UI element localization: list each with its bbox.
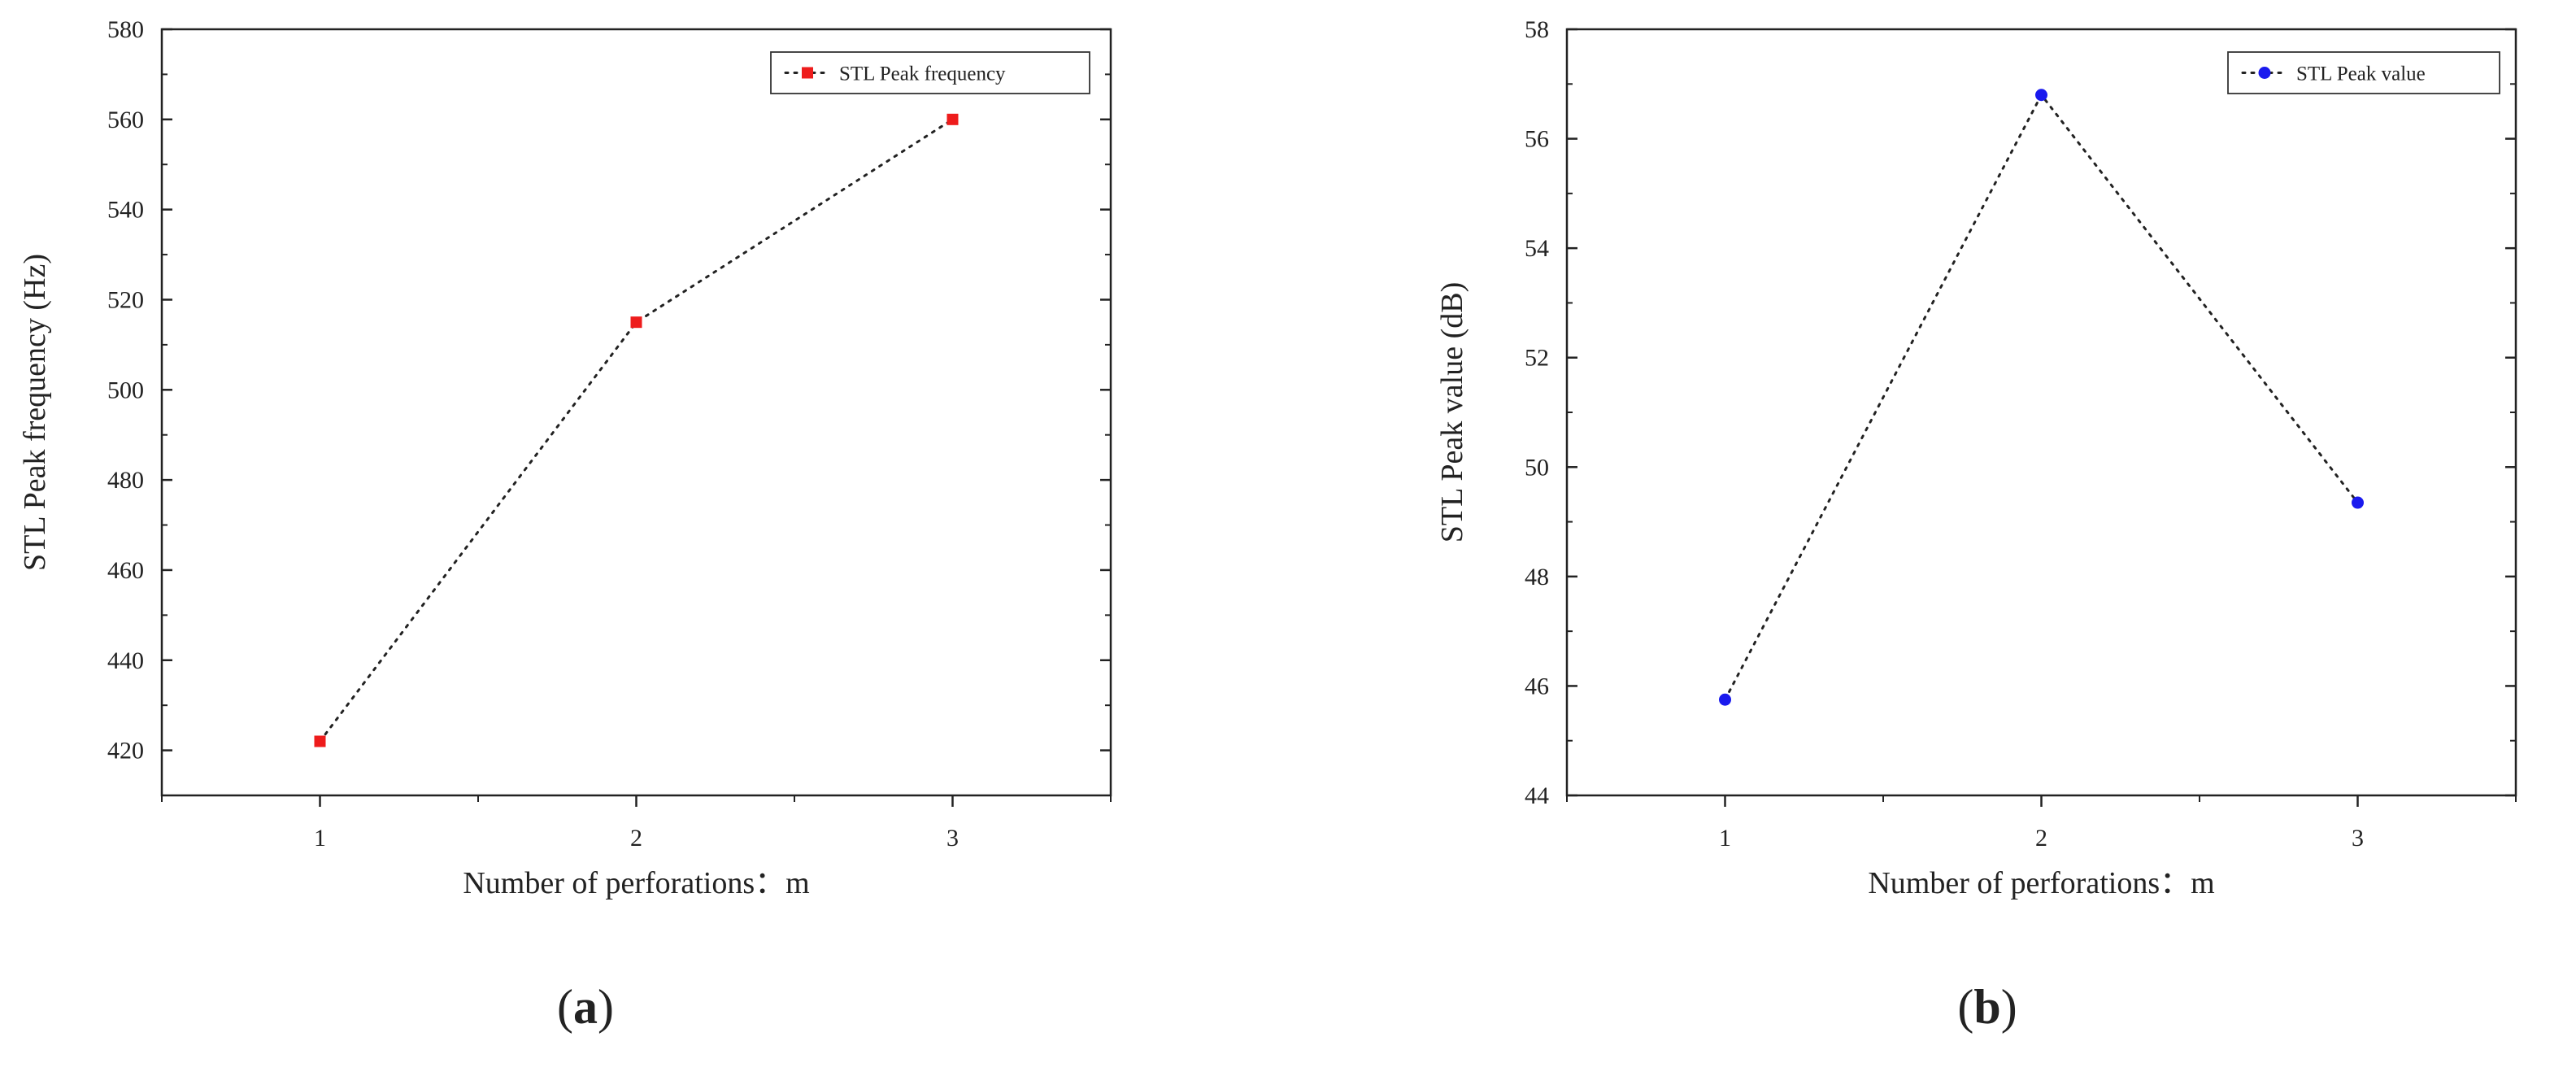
y-tick-label: 580 xyxy=(107,16,144,43)
y-tick-label: 500 xyxy=(107,377,144,403)
data-point xyxy=(2352,496,2364,509)
y-tick-label: 560 xyxy=(107,107,144,133)
legend-label: STL Peak frequency xyxy=(839,63,1006,85)
data-point xyxy=(946,113,959,125)
y-tick-label: 480 xyxy=(107,467,144,494)
x-tick-label: 1 xyxy=(1719,825,1731,852)
chart-a: 420 440 460 480 500 520 540 560 580 1 2 3 Number of … xyxy=(18,16,1112,1034)
plot-frame xyxy=(1565,28,2517,797)
x-tick-label: 2 xyxy=(630,825,642,852)
panel-label: (b) xyxy=(1957,980,2017,1034)
y-tick-label: 440 xyxy=(107,647,144,674)
legend-label: STL Peak value xyxy=(2296,63,2426,85)
y-tick-label: 460 xyxy=(107,557,144,584)
y-tick-label: 50 xyxy=(1525,454,1549,481)
y-tick-label: 540 xyxy=(107,197,144,224)
y-tick-label: 520 xyxy=(107,286,144,313)
x-tick-label: 2 xyxy=(2035,825,2047,852)
y-tick-label: 56 xyxy=(1525,126,1549,153)
x-tick-label: 3 xyxy=(2352,825,2364,852)
panel-label-letter: a xyxy=(573,980,598,1034)
data-point xyxy=(630,316,642,329)
y-tick-label: 58 xyxy=(1525,16,1549,43)
y-axis-title: STL Peak value (dB) xyxy=(1435,282,1469,542)
series-line xyxy=(319,118,954,743)
chart-b: 44 46 48 50 52 54 56 58 1 2 3 Number of perforation… xyxy=(1435,16,2517,1034)
x-tick-label: 3 xyxy=(946,825,959,852)
x-tick-label: 1 xyxy=(314,825,326,852)
plot-frame xyxy=(160,28,1112,797)
panel-label: (a) xyxy=(557,980,614,1034)
panel-label-close: ) xyxy=(2001,980,2017,1034)
y-tick-label: 54 xyxy=(1525,235,1549,262)
legend-marker xyxy=(802,67,813,79)
y-tick-label: 420 xyxy=(107,738,144,765)
data-point xyxy=(1719,693,1731,706)
x-axis-title: Number of perforations：m xyxy=(463,866,809,900)
y-tick-label: 44 xyxy=(1525,782,1549,809)
x-axis-title: Number of perforations：m xyxy=(1868,866,2214,900)
series-line xyxy=(1724,92,2359,701)
panel-label-open: ( xyxy=(1957,980,1973,1034)
panel-label-letter: b xyxy=(1973,980,2000,1034)
y-tick-label: 48 xyxy=(1525,564,1549,590)
data-point xyxy=(314,735,326,747)
panel-label-close: ) xyxy=(598,980,614,1034)
legend-marker xyxy=(2258,67,2271,79)
data-point xyxy=(2035,89,2047,102)
panel-label-open: ( xyxy=(557,980,573,1034)
y-tick-label: 52 xyxy=(1525,345,1549,372)
y-tick-label: 46 xyxy=(1525,673,1549,699)
y-axis-title: STL Peak frequency (Hz) xyxy=(18,254,52,571)
legend-box xyxy=(2227,51,2500,94)
